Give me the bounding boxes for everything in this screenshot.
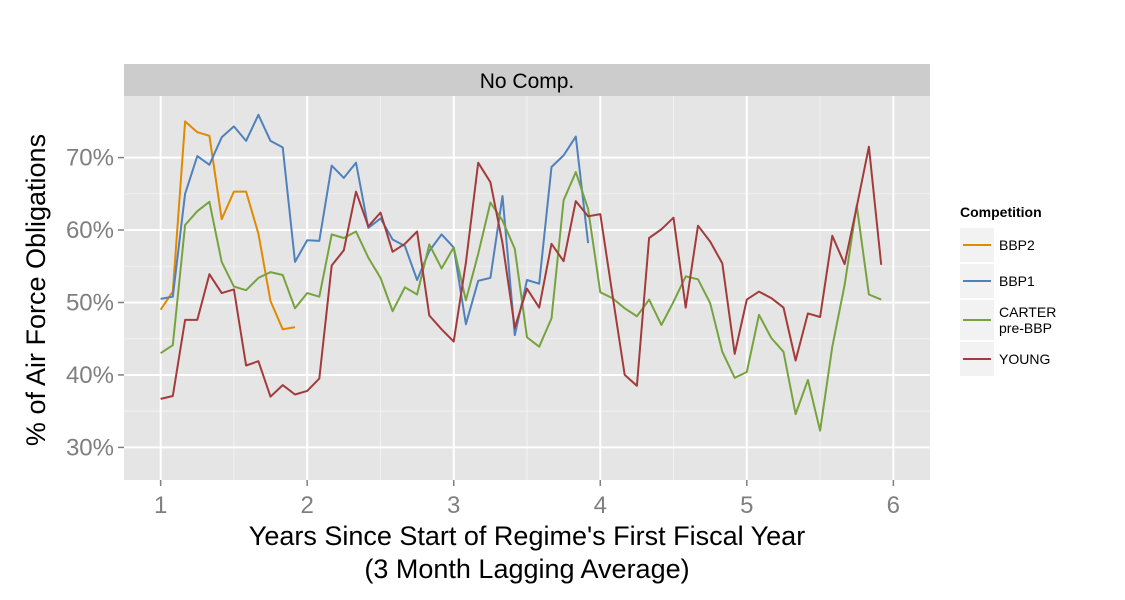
series-lines [159, 113, 883, 432]
grid-minor [124, 96, 930, 480]
y-tick-label: 30% [66, 434, 114, 461]
x-tick-label: 6 [887, 492, 900, 519]
y-axis: 30% 40% 50% 60% 70% [66, 145, 124, 461]
x-tick-label: 4 [594, 492, 607, 519]
x-axis: 1 2 3 4 5 6 [154, 480, 900, 519]
x-axis-subtitle: (3 Month Lagging Average) [364, 554, 689, 584]
legend-label-bbp2: BBP2 [999, 237, 1035, 253]
series-line-bbp2 [159, 120, 296, 331]
x-tick-label: 3 [447, 492, 460, 519]
series-line-bbp1 [160, 113, 590, 337]
x-tick-label: 1 [154, 492, 167, 519]
facet-strip [124, 64, 930, 96]
y-tick-label: 50% [66, 289, 114, 316]
legend-label-bbp1: BBP1 [999, 273, 1035, 289]
series-line-carter [160, 171, 882, 432]
y-tick-label: 40% [66, 362, 114, 389]
y-axis-title: % of Air Force Obligations [21, 134, 51, 446]
legend-title: Competition [960, 204, 1042, 220]
x-axis-title: Years Since Start of Regime's First Fisc… [249, 521, 805, 551]
legend-label-young: YOUNG [999, 351, 1050, 367]
x-tick-label: 5 [740, 492, 753, 519]
facet-strip-label: No Comp. [480, 70, 575, 93]
legend: Competition BBP2 BBP1 CARTER pre-BBP YOUNG [960, 204, 1056, 376]
y-tick-label: 70% [66, 145, 114, 172]
y-tick-label: 60% [66, 217, 114, 244]
series-line-young [160, 145, 883, 400]
legend-label-carter: CARTER pre-BBP [999, 304, 1056, 336]
x-tick-label: 2 [301, 492, 314, 519]
